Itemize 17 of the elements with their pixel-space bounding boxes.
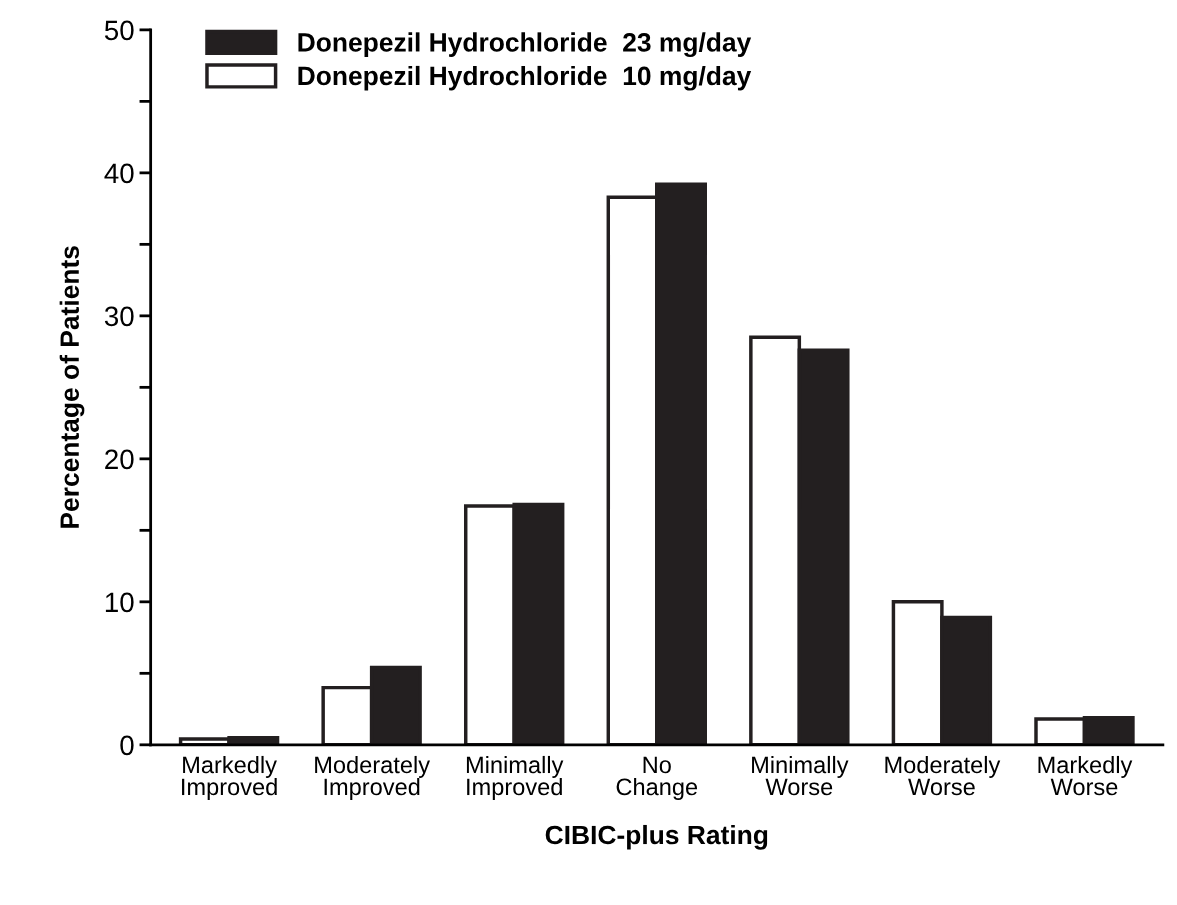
y-tick-label: 40 xyxy=(104,163,134,184)
y-tick-label: 0 xyxy=(120,735,134,756)
x-tick-label: No Change xyxy=(616,756,698,800)
y-axis-title: Percentage of Patients xyxy=(59,246,85,528)
y-tick-label: 20 xyxy=(105,449,134,470)
x-axis-title: CIBIC-plus Rating xyxy=(545,824,768,850)
x-tick-label: Minimally Improved xyxy=(466,755,564,800)
x-tick-label: Moderately Improved xyxy=(315,755,430,800)
x-tick-label: Markedly Worse xyxy=(1038,755,1133,796)
x-tick-label: Minimally Worse xyxy=(752,755,849,796)
x-tick-label: Markedly Improved xyxy=(182,755,277,800)
y-tick-label: 50 xyxy=(104,20,134,41)
legend-label: Donepezil Hydrochloride 23 mg/day xyxy=(298,32,752,58)
y-tick-label: 30 xyxy=(104,306,134,327)
legend-label: Donepezil Hydrochloride 10 mg/day xyxy=(298,65,752,91)
y-tick-label: 10 xyxy=(105,592,134,613)
x-tick-label: Moderately Worse xyxy=(885,755,1001,796)
